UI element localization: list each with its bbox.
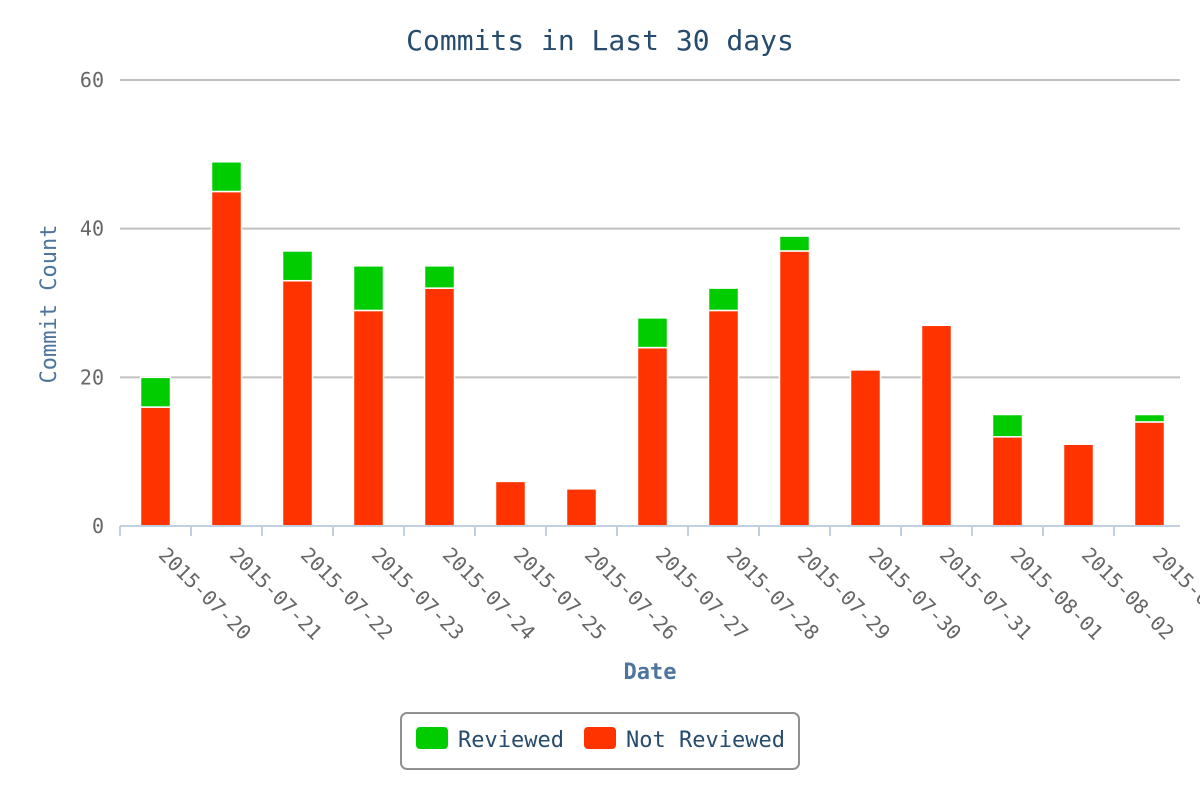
bar-reviewed[interactable] xyxy=(281,250,314,282)
bar-reviewed[interactable] xyxy=(352,265,385,312)
bar-not-reviewed[interactable] xyxy=(1133,421,1166,527)
legend-label-not-reviewed[interactable]: Not Reviewed xyxy=(626,728,785,753)
bar-not-reviewed[interactable] xyxy=(139,406,172,527)
y-axis-ticks: 0 20 40 60 xyxy=(80,68,104,538)
bar-not-reviewed[interactable] xyxy=(210,190,243,527)
y-tick-label: 40 xyxy=(80,217,104,241)
bar-not-reviewed[interactable] xyxy=(352,309,385,527)
bar-reviewed[interactable] xyxy=(1133,413,1166,423)
legend-swatch-not-reviewed[interactable] xyxy=(584,727,616,749)
bar-reviewed[interactable] xyxy=(139,376,172,408)
bar-not-reviewed[interactable] xyxy=(565,488,598,527)
bar-reviewed[interactable] xyxy=(778,235,811,252)
x-axis: 2015-07-202015-07-212015-07-222015-07-23… xyxy=(119,525,1200,645)
y-tick-label: 20 xyxy=(80,365,104,389)
bar-reviewed[interactable] xyxy=(423,265,456,289)
bar-not-reviewed[interactable] xyxy=(1062,443,1095,527)
bar-not-reviewed[interactable] xyxy=(991,436,1024,527)
bar-not-reviewed[interactable] xyxy=(636,346,669,527)
bar-not-reviewed[interactable] xyxy=(281,279,314,527)
bar-not-reviewed[interactable] xyxy=(920,324,953,527)
y-axis-title: Commit Count xyxy=(37,225,62,384)
y-tick-label: 60 xyxy=(80,68,104,92)
bar-reviewed[interactable] xyxy=(636,317,669,349)
legend: Reviewed Not Reviewed xyxy=(400,712,800,770)
legend-swatch-reviewed[interactable] xyxy=(416,727,448,749)
x-axis-title: Date xyxy=(624,660,677,685)
legend-label-reviewed[interactable]: Reviewed xyxy=(458,728,564,753)
bar-not-reviewed[interactable] xyxy=(494,480,527,527)
bar-not-reviewed[interactable] xyxy=(423,287,456,527)
bar-reviewed[interactable] xyxy=(707,287,740,312)
chart-title: Commits in Last 30 days xyxy=(406,24,794,57)
bar-reviewed[interactable] xyxy=(210,161,243,193)
bar-not-reviewed[interactable] xyxy=(707,309,740,527)
bar-reviewed[interactable] xyxy=(991,413,1024,438)
bar-not-reviewed[interactable] xyxy=(778,250,811,527)
y-tick-label: 0 xyxy=(92,514,104,538)
bar-not-reviewed[interactable] xyxy=(849,369,882,527)
bars xyxy=(139,161,1166,527)
